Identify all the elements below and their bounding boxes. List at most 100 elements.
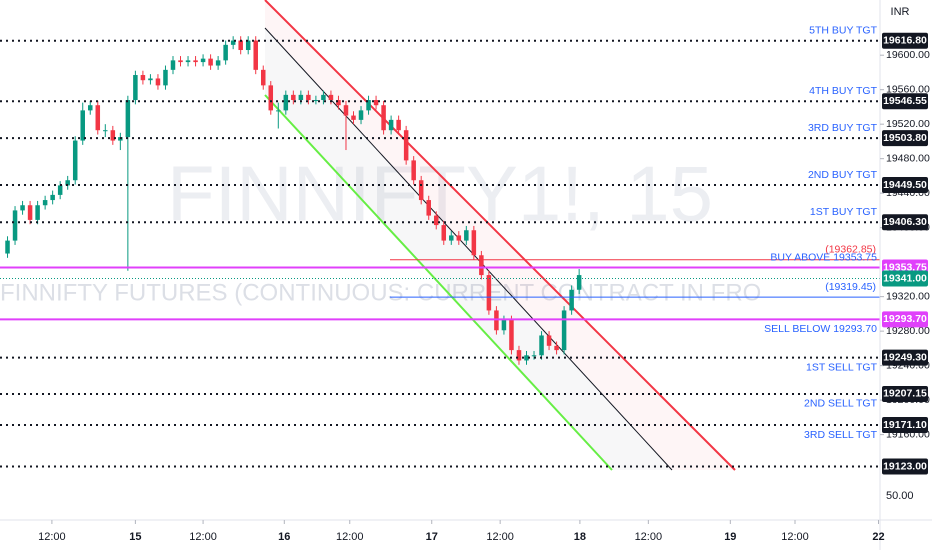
- candle-body: [185, 60, 191, 63]
- candle-body: [238, 40, 243, 51]
- channel-top: [264, 0, 736, 471]
- candle-body: [494, 310, 499, 331]
- candle-body: [411, 160, 416, 181]
- y-tick-label: 19600.00: [886, 49, 930, 61]
- candle-body: [291, 94, 296, 101]
- level-name: SELL BELOW 19293.70: [764, 323, 877, 335]
- candle-body: [479, 255, 484, 276]
- candle-body: [110, 130, 116, 141]
- candle-body: [546, 335, 552, 346]
- candle-body: [561, 310, 567, 351]
- level-value: 19123.00: [883, 460, 927, 472]
- candle-body: [140, 75, 146, 81]
- candle-body: [245, 40, 251, 51]
- candle-body: [223, 44, 228, 61]
- level-value: 19353.75: [883, 261, 927, 273]
- candle-body: [336, 100, 341, 106]
- candle-body: [125, 100, 131, 138]
- candle-body: [50, 194, 55, 201]
- level-name: 2ND SELL TGT: [804, 398, 878, 410]
- candle-body: [328, 94, 334, 101]
- level-value: 19503.80: [883, 132, 927, 144]
- candle-body: [403, 130, 409, 161]
- channel-bottom: [264, 94, 613, 471]
- level-box: [882, 417, 928, 434]
- candle-body: [5, 240, 10, 254]
- candle-body: [358, 110, 364, 120]
- candle-body: [148, 78, 153, 81]
- candle-body: [178, 60, 183, 63]
- level-value: 19293.70: [883, 313, 927, 325]
- candle-body: [471, 230, 477, 256]
- y-tick-label: 19520.00: [886, 118, 930, 130]
- candle-body: [486, 275, 492, 311]
- level-box: [882, 385, 928, 402]
- x-tick-label: 15: [129, 531, 141, 543]
- candle-body: [20, 205, 25, 211]
- candle-body: [253, 40, 258, 70]
- x-tick-label: 12:00: [189, 531, 217, 543]
- level-value: 19171.10: [883, 419, 927, 431]
- level-value: 19249.30: [883, 351, 927, 363]
- candle-body: [170, 60, 176, 70]
- level-box: [882, 458, 928, 475]
- candle-body: [539, 335, 544, 356]
- candle-body: [42, 200, 48, 206]
- candle-body: [531, 355, 537, 357]
- candle-body: [65, 180, 70, 186]
- x-tick-label: 12:00: [781, 531, 809, 543]
- last-price-box: [882, 270, 928, 287]
- channel-middle: [264, 27, 673, 471]
- y-tick-label: 19320.00: [886, 290, 930, 302]
- candle-body: [12, 210, 18, 241]
- level-value: 19449.50: [883, 179, 927, 191]
- candle-body: [321, 94, 326, 101]
- candle-body: [373, 100, 379, 106]
- candle-body: [576, 275, 582, 290]
- candle-body: [35, 205, 40, 220]
- candle-body: [72, 140, 78, 181]
- candle-body: [388, 119, 394, 131]
- level-name: 2ND BUY TGT: [808, 169, 878, 181]
- level-value: 19207.15: [883, 388, 927, 400]
- candle-body: [57, 185, 63, 195]
- candle-body: [155, 78, 161, 86]
- currency: INR: [891, 6, 910, 18]
- reference-label: (19319.45): [825, 281, 876, 293]
- level-box: [882, 349, 928, 366]
- candle-body: [208, 58, 213, 66]
- candle-body: [456, 235, 462, 241]
- candle-body: [268, 85, 274, 111]
- plot: [0, 36, 880, 468]
- level-box: [882, 32, 928, 49]
- y-tick-label: 19560.00: [886, 83, 930, 95]
- level-box: [882, 93, 928, 110]
- x-tick-label: 19: [724, 531, 736, 543]
- candle-body: [509, 319, 514, 351]
- candle-body: [27, 205, 33, 220]
- axis-note: 50.00: [886, 490, 914, 502]
- candle-body: [193, 60, 198, 63]
- level-box: [882, 311, 928, 328]
- candle-body: [215, 60, 221, 66]
- reference-label: (19362.85): [825, 243, 876, 255]
- candle-body: [426, 200, 431, 216]
- watermark: FINNIFTY1!, 15: [167, 150, 713, 238]
- candle-body: [313, 100, 319, 102]
- candle-body: [351, 115, 356, 120]
- level-name: 3RD SELL TGT: [804, 429, 878, 441]
- candle-body: [276, 110, 281, 112]
- candle-body: [441, 225, 447, 241]
- x-tick-label: 18: [574, 531, 586, 543]
- candle-body: [516, 350, 522, 361]
- level-name: 1ST SELL TGT: [806, 361, 878, 373]
- x-tick-label: 12:00: [38, 531, 66, 543]
- level-name: 4TH BUY TGT: [809, 85, 877, 97]
- watermark-subtitle: FINNIFTY FUTURES (CONTINUOUS: CURRENT CO…: [0, 279, 761, 306]
- candle-body: [381, 105, 386, 131]
- candle-body: [366, 100, 371, 111]
- candle-body: [230, 40, 236, 45]
- candle-body: [80, 110, 85, 141]
- candle-body: [103, 130, 108, 132]
